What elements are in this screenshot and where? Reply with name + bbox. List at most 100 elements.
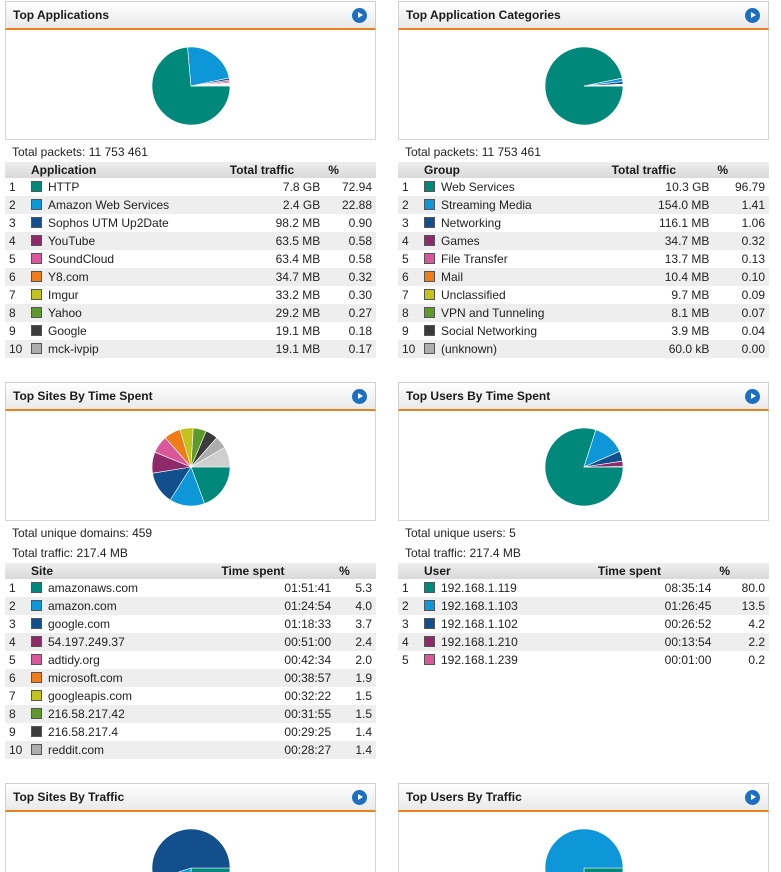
row-value: 00:51:00 [217,633,335,651]
row-name[interactable]: 192.168.1.239 [441,653,518,667]
row-name[interactable]: googleapis.com [48,689,132,703]
row-name[interactable]: Games [441,234,480,248]
row-name[interactable]: Web Services [441,180,515,194]
percent-header[interactable]: % [324,162,376,178]
row-name[interactable]: Sophos UTM Up2Date [48,216,169,230]
name-header[interactable]: User [420,563,594,579]
pie-slice [191,868,230,872]
row-name[interactable]: 216.58.217.42 [48,707,125,721]
row-name[interactable]: SoundCloud [48,252,114,266]
row-name[interactable]: 216.58.217.4 [48,725,118,739]
row-name[interactable]: mck-ivpip [48,342,99,356]
percent-header[interactable]: % [335,563,376,579]
color-swatch [424,199,435,210]
row-name[interactable]: 192.168.1.103 [441,599,518,613]
row-name[interactable]: Google [48,324,87,338]
row-name[interactable]: (unknown) [441,342,497,356]
color-swatch [31,343,42,354]
row-name[interactable]: Streaming Media [441,198,532,212]
row-name-cell: Networking [420,214,608,232]
row-name[interactable]: Networking [441,216,501,230]
row-name[interactable]: amazonaws.com [48,581,138,595]
row-name-cell: SoundCloud [27,250,226,268]
row-name[interactable]: reddit.com [48,743,104,757]
row-name[interactable]: File Transfer [441,252,508,266]
name-header[interactable]: Site [27,563,217,579]
row-percent: 22.88 [324,196,376,214]
color-swatch [31,582,42,593]
row-name-cell: File Transfer [420,250,608,268]
row-name[interactable]: google.com [48,617,110,631]
row-name[interactable]: Yahoo [48,306,82,320]
row-index: 9 [5,322,27,340]
color-swatch [424,325,435,336]
value-header[interactable]: Total traffic [226,162,325,178]
row-name[interactable]: 192.168.1.102 [441,617,518,631]
value-header[interactable]: Total traffic [608,162,714,178]
row-value: 9.7 MB [608,286,714,304]
row-percent: 0.04 [713,322,769,340]
value-header[interactable]: Time spent [217,563,335,579]
go-arrow-icon[interactable] [745,790,760,805]
row-name[interactable]: Y8.com [48,270,89,284]
row-value: 98.2 MB [226,214,325,232]
row-name[interactable]: amazon.com [48,599,117,613]
panel-title: Top Users By Time Spent [406,389,550,403]
panel-top-users-traffic: Top Users By Traffic [398,783,769,872]
row-index: 10 [5,741,27,759]
row-name[interactable]: 54.197.249.37 [48,635,125,649]
panel-title: Top Application Categories [406,8,561,22]
row-name-cell: microsoft.com [27,669,217,687]
row-name[interactable]: YouTube [48,234,95,248]
pie-chart [150,426,232,508]
row-percent: 0.58 [324,250,376,268]
row-name[interactable]: Social Networking [441,324,537,338]
row-name-cell: 192.168.1.210 [420,633,594,651]
row-name[interactable]: adtidy.org [48,653,100,667]
panel-header: Top Users By Time Spent [398,382,769,411]
row-name[interactable]: 192.168.1.119 [441,581,517,595]
row-name-cell: Amazon Web Services [27,196,226,214]
row-name[interactable]: Amazon Web Services [48,198,169,212]
pie-slice [545,829,623,872]
row-value: 63.5 MB [226,232,325,250]
name-header[interactable]: Group [420,162,608,178]
go-arrow-icon[interactable] [745,389,760,404]
color-swatch [424,271,435,282]
row-name[interactable]: HTTP [48,180,79,194]
row-name[interactable]: Unclassified [441,288,506,302]
pie-chart-box [5,30,376,140]
row-name[interactable]: microsoft.com [48,671,123,685]
go-arrow-icon[interactable] [745,8,760,23]
row-percent: 80.0 [715,579,769,597]
go-arrow-icon[interactable] [352,389,367,404]
panel-header: Top Application Categories [398,1,769,30]
row-percent: 2.4 [335,633,376,651]
row-index: 10 [398,340,420,358]
row-name[interactable]: VPN and Tunneling [441,306,544,320]
panel-top-applications: Top Applications Total packets: 11 753 4… [5,1,376,358]
percent-header[interactable]: % [715,563,769,579]
row-index: 1 [398,579,420,597]
row-name[interactable]: Mail [441,270,463,284]
go-arrow-icon[interactable] [352,790,367,805]
percent-header[interactable]: % [713,162,769,178]
value-header[interactable]: Time spent [594,563,716,579]
name-header[interactable]: Application [27,162,226,178]
color-swatch [31,690,42,701]
row-name-cell: Social Networking [420,322,608,340]
panel-header: Top Users By Traffic [398,783,769,812]
row-name[interactable]: 192.168.1.210 [441,635,518,649]
row-name[interactable]: Imgur [48,288,79,302]
panel-title: Top Sites By Time Spent [13,389,153,403]
go-arrow-icon[interactable] [352,8,367,23]
panel-header: Top Sites By Time Spent [5,382,376,411]
